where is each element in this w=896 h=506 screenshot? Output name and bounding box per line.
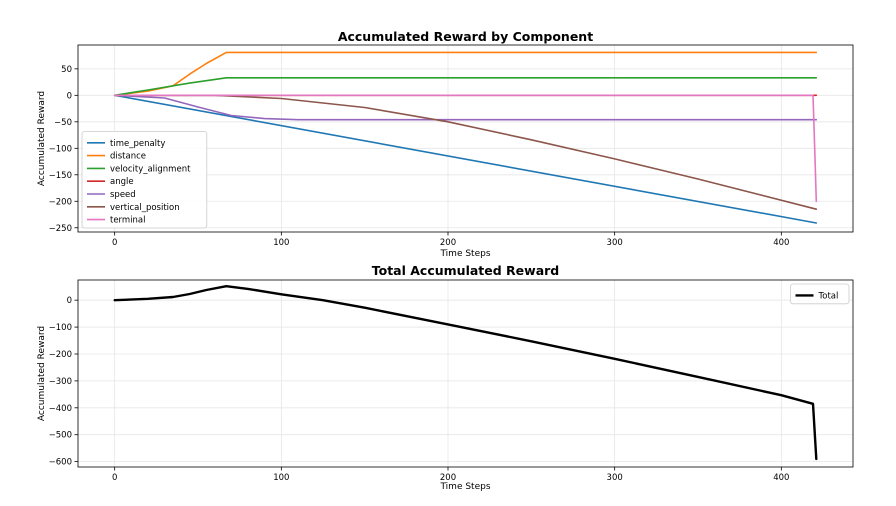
series-line-distance [113,51,818,97]
x-tick-label: 400 [773,238,789,248]
legend-label-angle: angle [110,177,134,187]
series-line-vertical_position [113,94,818,210]
x-tick-label: 200 [440,238,456,248]
legend-label-time_penalty: time_penalty [110,139,165,149]
x-tick-label: 300 [607,238,623,248]
y-tick-label: −100 [49,144,72,154]
y-tick-label: −150 [49,171,72,181]
legend-label-velocity_alignment: velocity_alignment [110,164,191,174]
plot-frame [77,279,854,468]
y-tick-label: −300 [49,377,72,387]
y-tick-label: 50 [61,65,72,75]
series-line-terminal [113,94,818,203]
chart-title: Accumulated Reward by Component [338,29,593,44]
legend-label-Total: Total [818,291,839,301]
y-tick-label: 0 [67,91,72,101]
legend-label-speed: speed [110,190,136,200]
y-axis-label: Accumulated Reward [37,91,47,186]
y-tick-label: 0 [67,296,72,306]
y-tick-label: −200 [49,350,72,360]
x-tick-label: 100 [273,238,289,248]
x-tick-label: 100 [273,473,289,483]
y-tick-label: −250 [49,224,72,234]
series-group [113,285,818,461]
y-tick-label: −600 [49,458,72,468]
x-tick-label: 0 [112,473,117,483]
series-line-Total [113,285,818,461]
grid [78,280,853,467]
legend-label-terminal: terminal [110,216,146,226]
x-tick-label: 400 [773,473,789,483]
x-tick-label: 300 [607,473,623,483]
chart-1: 0 100 200 300 400500−50−100−150−200−250Accum… [37,29,854,259]
x-axis-label: Time Steps [439,249,490,259]
series-line-time_penalty [113,94,818,224]
chart-2: 0 100 200 300 400 0 −100 −200 −300 −400 −500 −600 To… [37,263,854,492]
y-tick-label: −100 [49,323,72,333]
plot-frame [77,44,854,233]
legend-label-distance: distance [110,152,146,162]
legend-box [81,130,208,229]
legend: Total [790,283,850,305]
legend: time_penalty distance velocity_alignmentan… [81,130,208,229]
x-tick-label: 200 [440,473,456,483]
y-tick-label: −200 [49,197,72,207]
x-tick-label: 0 [112,238,117,248]
legend-label-vertical_position: vertical_position [110,203,180,213]
y-tick-label: −400 [49,404,72,414]
y-tick-label: −500 [49,431,72,441]
series-line-speed [113,94,818,121]
y-axis-label: Accumulated Reward [37,326,47,421]
x-axis-label: Time Steps [439,482,490,492]
series-group [113,51,818,224]
legend-box [790,283,850,305]
series-line-velocity_alignment [113,77,818,97]
chart-title: Total Accumulated Reward [372,263,560,278]
y-tick-label: −50 [54,118,72,128]
